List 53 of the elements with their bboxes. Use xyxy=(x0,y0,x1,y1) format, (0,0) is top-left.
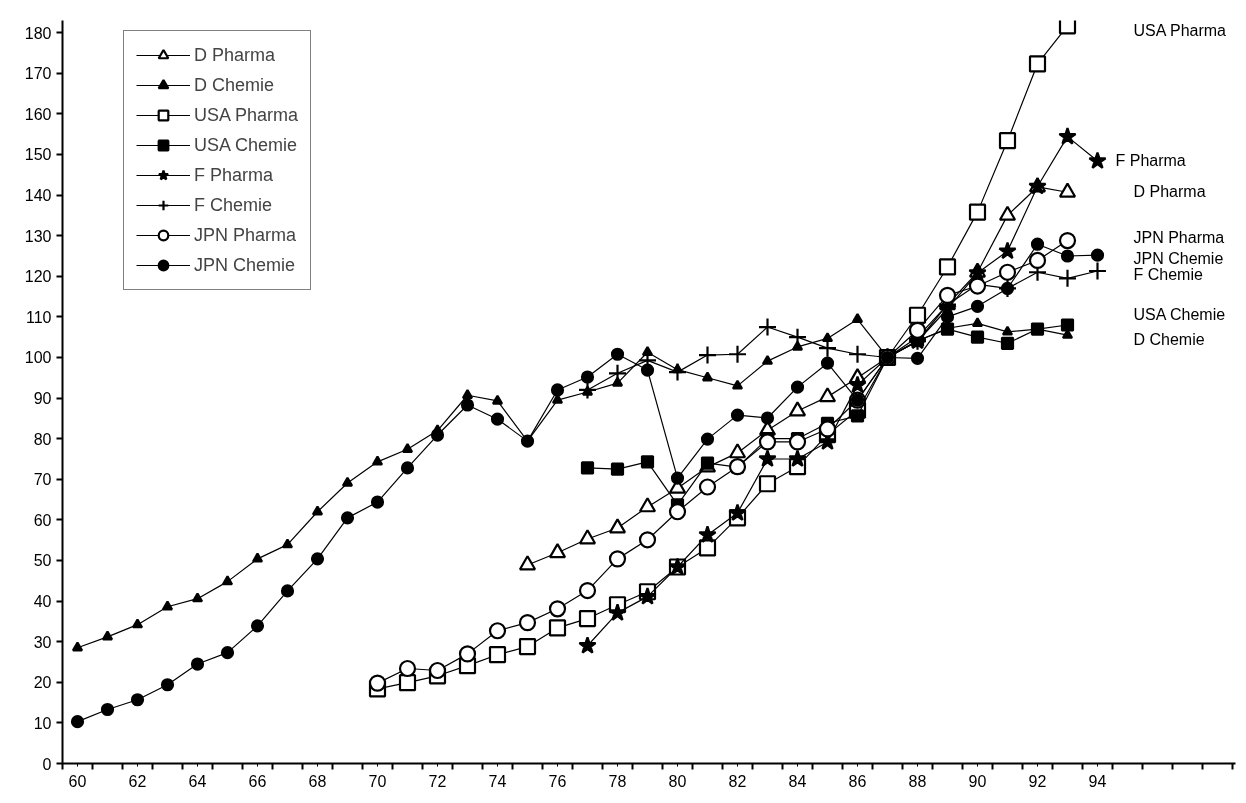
y-tick-label: 30 xyxy=(33,633,52,651)
x-tick-label: 82 xyxy=(728,772,747,790)
legend-label: JPN Pharma xyxy=(194,223,297,247)
x-tick-label: 84 xyxy=(788,772,807,790)
x-tick-label: 78 xyxy=(608,772,627,790)
legend-label: USA Chemie xyxy=(194,133,298,157)
y-tick-label: 150 xyxy=(24,146,52,164)
annotation: D Pharma xyxy=(1133,182,1206,200)
y-tick-label: 50 xyxy=(33,552,52,570)
y-tick-label: 40 xyxy=(33,593,52,611)
x-tick-label: 90 xyxy=(968,772,987,790)
y-tick-label: 70 xyxy=(33,471,52,489)
annotation: USA Pharma xyxy=(1133,22,1227,40)
x-tick-label: 80 xyxy=(668,772,687,790)
y-tick-label: 180 xyxy=(24,24,52,42)
y-tick-label: 100 xyxy=(24,349,52,367)
annotation: F Pharma xyxy=(1115,152,1186,170)
legend-label: F Pharma xyxy=(194,163,274,187)
legend-label: JPN Chemie xyxy=(194,253,296,277)
y-tick-label: 0 xyxy=(42,755,52,773)
legend-label: D Pharma xyxy=(194,43,276,67)
legend-label: F Chemie xyxy=(194,193,273,217)
x-tick-label: 94 xyxy=(1088,772,1107,790)
legend-label: USA Pharma xyxy=(194,103,299,127)
y-tick-label: 130 xyxy=(24,227,52,245)
y-tick-label: 10 xyxy=(33,714,52,732)
x-tick-label: 68 xyxy=(308,772,327,790)
x-tick-label: 74 xyxy=(488,772,507,790)
annotation: JPN Chemie xyxy=(1133,249,1224,267)
annotation: JPN Pharma xyxy=(1133,229,1225,247)
x-tick-label: 88 xyxy=(908,772,927,790)
y-tick-label: 60 xyxy=(33,511,52,529)
y-tick-label: 120 xyxy=(24,268,52,286)
x-tick-label: 86 xyxy=(848,772,867,790)
annotation: F Chemie xyxy=(1133,265,1203,283)
y-tick-label: 160 xyxy=(24,105,52,123)
y-tick-label: 110 xyxy=(25,308,52,326)
x-tick-label: 64 xyxy=(188,772,207,790)
annotation: D Chemie xyxy=(1133,330,1205,348)
y-tick-label: 140 xyxy=(24,187,52,205)
annotation: USA Chemie xyxy=(1133,306,1226,324)
x-tick-label: 76 xyxy=(548,772,567,790)
y-tick-label: 80 xyxy=(33,430,52,448)
x-tick-label: 66 xyxy=(248,772,267,790)
y-tick-label: 170 xyxy=(24,65,52,83)
y-tick-label: 90 xyxy=(33,390,52,408)
x-tick-label: 72 xyxy=(428,772,447,790)
y-tick-label: 20 xyxy=(33,674,52,692)
x-tick-label: 70 xyxy=(368,772,387,790)
x-tick-label: 92 xyxy=(1028,772,1047,790)
x-tick-label: 62 xyxy=(128,772,147,790)
legend-label: D Chemie xyxy=(194,73,275,97)
x-tick-label: 60 xyxy=(68,772,87,790)
